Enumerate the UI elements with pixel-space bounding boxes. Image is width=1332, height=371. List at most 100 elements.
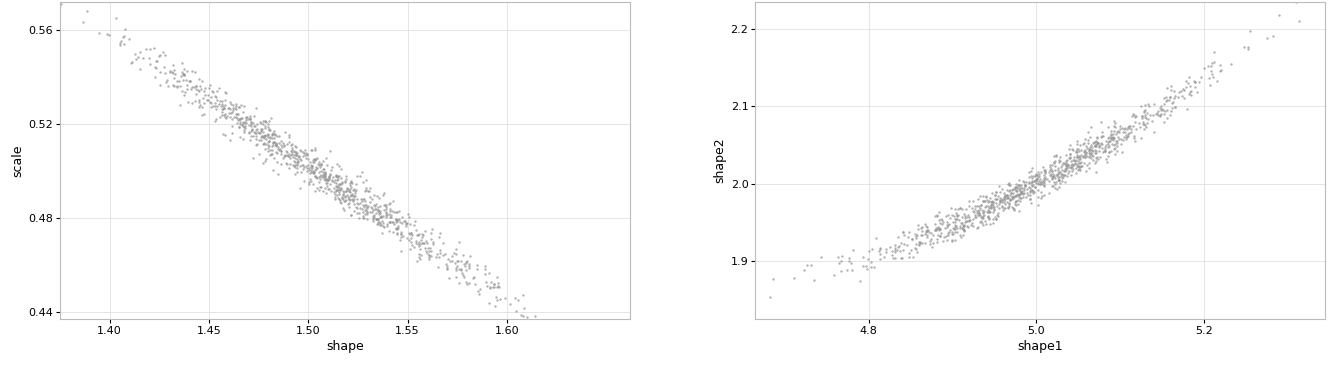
Point bbox=[346, 173, 368, 179]
Point bbox=[469, 291, 490, 297]
Point bbox=[1132, 119, 1154, 125]
Point bbox=[269, 147, 290, 153]
Point bbox=[342, 197, 364, 203]
Point bbox=[353, 209, 374, 215]
Point bbox=[1124, 119, 1146, 125]
Point bbox=[272, 144, 293, 150]
Point bbox=[975, 193, 996, 199]
Point bbox=[440, 258, 461, 264]
Point bbox=[188, 99, 209, 105]
Point bbox=[280, 148, 301, 154]
Point bbox=[1011, 190, 1032, 196]
Point bbox=[188, 87, 209, 93]
Point bbox=[998, 181, 1019, 187]
Point bbox=[1098, 135, 1119, 141]
Point bbox=[214, 115, 236, 121]
Point bbox=[261, 115, 282, 121]
Point bbox=[326, 187, 348, 193]
Point bbox=[1110, 126, 1131, 132]
Point bbox=[348, 210, 369, 216]
Point bbox=[340, 193, 361, 199]
Point bbox=[1058, 164, 1079, 170]
Point bbox=[317, 177, 338, 183]
Point bbox=[317, 177, 338, 183]
Point bbox=[277, 141, 298, 147]
Point bbox=[310, 161, 332, 167]
Point bbox=[408, 232, 429, 237]
Point bbox=[1056, 165, 1078, 171]
Point bbox=[305, 156, 326, 162]
Point bbox=[325, 187, 346, 193]
Point bbox=[1095, 144, 1116, 150]
Point bbox=[318, 173, 340, 179]
Point bbox=[163, 82, 184, 88]
Point bbox=[968, 207, 990, 213]
Point bbox=[265, 140, 286, 146]
Point bbox=[489, 296, 510, 302]
Point bbox=[232, 119, 253, 125]
Point bbox=[1039, 162, 1060, 168]
Point bbox=[185, 86, 206, 92]
Point bbox=[987, 213, 1008, 219]
Point bbox=[278, 165, 300, 171]
Point bbox=[240, 119, 261, 125]
Point bbox=[232, 137, 253, 142]
Point bbox=[257, 148, 278, 154]
Point bbox=[248, 129, 269, 135]
Point bbox=[320, 167, 341, 173]
Point bbox=[442, 258, 464, 264]
Point bbox=[196, 97, 217, 103]
Point bbox=[386, 230, 408, 236]
Point bbox=[250, 128, 272, 134]
Point bbox=[940, 227, 962, 233]
Point bbox=[996, 196, 1018, 201]
Point bbox=[369, 209, 390, 214]
Point bbox=[285, 144, 306, 150]
Point bbox=[276, 149, 297, 155]
Point bbox=[281, 141, 302, 147]
Point bbox=[320, 171, 341, 177]
Point bbox=[486, 274, 507, 280]
Point bbox=[340, 179, 361, 185]
Point bbox=[285, 171, 306, 177]
Point bbox=[329, 197, 350, 203]
Point bbox=[234, 119, 256, 125]
Point bbox=[884, 249, 906, 255]
Point bbox=[300, 164, 321, 170]
Point bbox=[304, 145, 325, 151]
Point bbox=[221, 116, 242, 122]
Point bbox=[1148, 108, 1169, 114]
Point bbox=[389, 219, 410, 225]
Point bbox=[1042, 174, 1063, 180]
Point bbox=[285, 151, 306, 157]
Point bbox=[874, 255, 895, 260]
Point bbox=[868, 256, 890, 262]
Point bbox=[1071, 152, 1092, 158]
Point bbox=[257, 142, 278, 148]
Point bbox=[513, 292, 534, 298]
Point bbox=[975, 198, 996, 204]
Point bbox=[314, 184, 336, 190]
Point bbox=[356, 202, 377, 208]
Point bbox=[256, 119, 277, 125]
Point bbox=[1106, 131, 1127, 137]
Point bbox=[432, 252, 453, 258]
Point bbox=[144, 75, 165, 81]
Point bbox=[304, 147, 325, 153]
Point bbox=[1237, 46, 1259, 52]
Point bbox=[256, 141, 277, 147]
Point bbox=[1042, 176, 1063, 182]
Point bbox=[1028, 187, 1050, 193]
Point bbox=[1103, 118, 1124, 124]
Point bbox=[1135, 115, 1156, 121]
Point bbox=[318, 174, 340, 180]
Point bbox=[1078, 129, 1099, 135]
Point bbox=[280, 161, 301, 167]
Point bbox=[292, 162, 313, 168]
Point bbox=[1012, 191, 1034, 197]
Point bbox=[1107, 128, 1128, 134]
Point bbox=[309, 169, 330, 175]
Point bbox=[477, 283, 498, 289]
Point bbox=[368, 204, 389, 210]
Point bbox=[1071, 163, 1092, 169]
